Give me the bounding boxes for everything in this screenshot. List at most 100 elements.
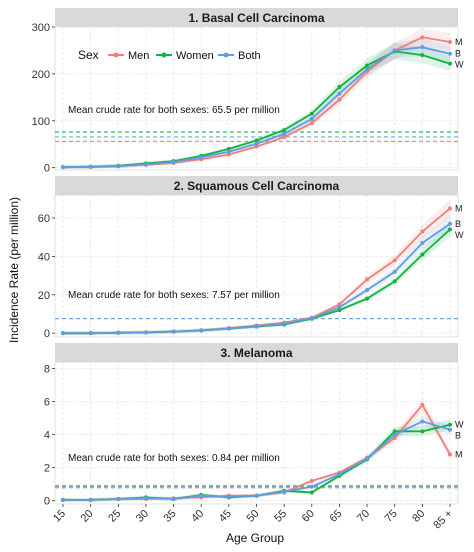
data-point-men [448,40,452,45]
data-point-both [88,497,93,502]
legend-marker-men [113,52,119,58]
data-point-women [420,252,425,257]
x-tick-label: 25 [106,508,123,525]
end-label-men: M [455,203,463,213]
legend-label-women: Women [176,50,214,62]
data-point-men [420,402,425,407]
legend-marker-women [161,52,167,58]
data-point-both [448,221,452,226]
legend-title: Sex [78,48,99,62]
data-point-women [337,308,342,313]
y-tick-label: 4 [44,430,50,442]
data-point-men [448,452,452,457]
y-tick-label: 0 [44,328,50,340]
data-point-women [282,128,287,133]
panel-title: 1. Basal Cell Carcinoma [188,11,324,25]
panel-title: 2. Squamous Cell Carcinoma [174,179,340,193]
data-point-women [448,422,452,427]
data-point-both [392,269,397,274]
data-point-women [392,279,397,284]
panel-strip [55,343,458,362]
data-point-men [365,277,370,282]
y-tick-label: 200 [32,69,50,81]
x-tick-label: 55 [272,508,289,525]
x-tick-label: 15 [51,508,68,525]
data-point-both [448,427,452,432]
x-tick-label: 75 [383,508,400,525]
data-point-both [61,497,65,502]
y-tick-label: 2 [44,463,50,475]
ribbon-both [63,415,450,502]
data-point-both [226,326,231,331]
data-point-women [448,227,452,232]
legend-marker-both [223,52,229,58]
y-tick-label: 6 [44,397,50,409]
y-tick-label: 20 [38,290,50,302]
y-tick-label: 8 [44,364,50,376]
data-point-both [226,494,231,499]
mean-rate-annotation: Mean crude rate for both sexes: 0.84 per… [68,453,280,464]
data-point-both [365,287,370,292]
data-point-both [143,496,148,501]
mean-rate-annotation: Mean crude rate for both sexes: 65.5 per… [68,105,280,116]
data-point-both [337,305,342,310]
x-axis-ticks: 15 20 25 30 35 40 45 50 55 60 65 70 75 80 85 + [51,504,455,531]
y-tick-label: 300 [32,22,50,34]
end-label-women: W [455,230,464,240]
data-point-men [226,152,231,157]
end-label-men: M [455,449,463,459]
legend: Sex Men Women Both [78,48,261,62]
x-tick-label: 65 [327,508,344,525]
y-tick-label: 100 [32,116,50,128]
end-label-both: B [455,219,461,229]
panel-2: 2. Squamous Cell Carcinoma 0 20 40 60 Mean cr… [38,176,464,340]
data-point-men [309,121,314,126]
legend-label-men: Men [128,50,149,62]
data-point-both [171,497,176,502]
data-point-both [309,316,314,321]
data-point-women [309,490,314,495]
data-point-men [282,135,287,140]
data-point-men [392,258,397,263]
x-tick-label: 70 [355,508,372,525]
data-point-both [254,324,259,329]
data-point-both [337,472,342,477]
data-point-women [309,111,314,116]
data-point-both [337,91,342,96]
data-point-women [365,296,370,301]
legend-label-both: Both [238,50,261,62]
data-point-both [365,456,370,461]
panel-title: 3. Melanoma [220,346,292,360]
x-tick-label: 35 [162,508,179,525]
data-point-both [171,329,176,334]
data-point-both [143,330,148,335]
x-axis-title: Age Group [226,531,284,545]
data-point-men [392,435,397,440]
data-point-both [254,141,259,146]
y-axis-title: Incidence Rate (per million) [7,197,21,343]
end-label-men: M [455,37,463,47]
data-point-women [420,429,425,434]
y-tick-label: 40 [38,251,50,263]
data-point-men [337,97,342,102]
data-point-both [282,321,287,326]
end-label-women: W [455,60,464,70]
data-point-women [254,138,259,143]
data-point-men [420,35,425,40]
x-tick-label: 30 [134,508,151,525]
data-point-both [199,493,204,498]
data-point-both [392,432,397,437]
data-point-both [199,328,204,333]
data-point-both [116,497,121,502]
data-point-both [116,164,121,169]
data-point-both [171,160,176,165]
data-point-women [226,146,231,151]
mean-rate-annotation: Mean crude rate for both sexes: 7.57 per… [68,290,280,301]
panel-3: 3. Melanoma 0 2 4 6 8 Mean crude rate for both… [44,343,464,508]
ribbon-women [63,43,450,169]
data-point-men [309,478,314,483]
x-tick-label: 40 [189,508,206,525]
data-point-both [365,67,370,72]
data-point-women [365,63,370,68]
